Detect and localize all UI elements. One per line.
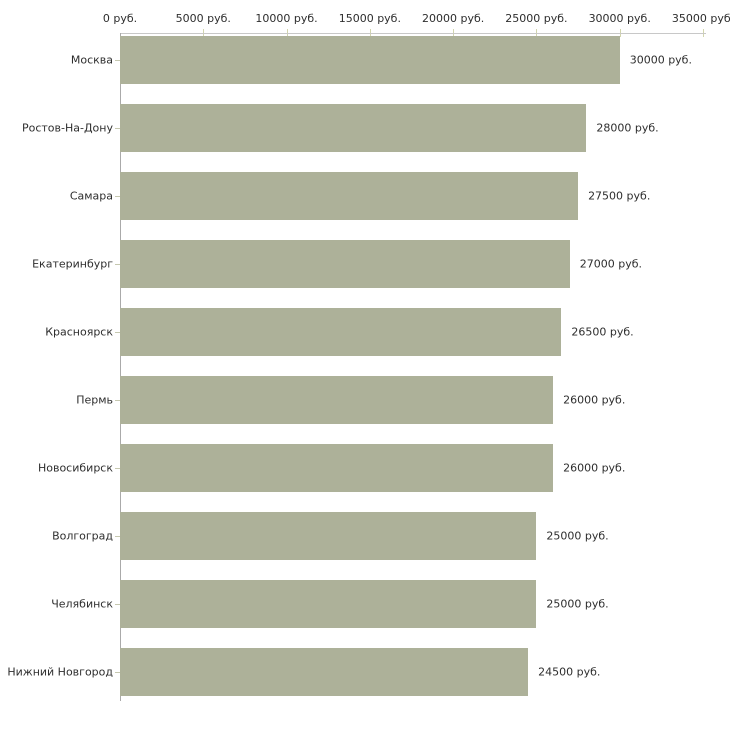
chart-row: Пермь 26000 руб. — [0, 366, 730, 434]
category-label: Ростов-На-Дону — [21, 121, 113, 135]
category-label: Самара — [69, 189, 113, 203]
y-axis-tick-mark — [115, 263, 120, 265]
x-axis-tick-label: 30000 руб. — [588, 12, 651, 25]
category-label: Красноярск — [45, 325, 113, 339]
value-label: 26500 руб. — [571, 325, 634, 339]
bar — [120, 376, 554, 424]
category-label: Екатеринбург — [32, 257, 113, 271]
x-axis: 0 руб. 5000 руб. 10000 руб. 15000 руб. 20000… — [0, 0, 730, 37]
chart-row: Екатеринбург 27000 руб. — [0, 230, 730, 298]
x-axis-tick-label: 5000 руб. — [175, 12, 231, 25]
chart-row: Нижний Новгород 24500 руб. — [0, 638, 730, 706]
x-axis-tick-label: 10000 руб. — [255, 12, 318, 25]
category-label: Челябинск — [51, 597, 113, 611]
bar — [120, 580, 537, 628]
chart-row: Волгоград 25000 руб. — [0, 502, 730, 570]
bar — [120, 648, 529, 696]
category-label: Волгоград — [52, 529, 113, 543]
value-label: 26000 руб. — [563, 461, 626, 475]
value-label: 27000 руб. — [579, 257, 642, 271]
x-axis-line — [120, 33, 706, 34]
y-axis-tick-mark — [115, 671, 120, 673]
category-label: Новосибирск — [37, 461, 113, 475]
y-axis-tick-mark — [115, 127, 120, 129]
y-axis-line — [120, 33, 121, 701]
category-label: Москва — [70, 53, 113, 67]
bar — [120, 36, 620, 84]
value-label: 28000 руб. — [596, 121, 659, 135]
bar — [120, 308, 562, 356]
y-axis-tick-mark — [115, 59, 120, 61]
x-axis-tick-label: 20000 руб. — [422, 12, 485, 25]
bar — [120, 240, 570, 288]
bar — [120, 444, 554, 492]
chart-row: Самара 27500 руб. — [0, 162, 730, 230]
y-axis-tick-mark — [115, 603, 120, 605]
y-axis-tick-mark — [115, 195, 120, 197]
y-axis-tick-mark — [115, 331, 120, 333]
bar — [120, 172, 579, 220]
bar — [120, 104, 587, 152]
y-axis-tick-mark — [115, 399, 120, 401]
chart-rows: Москва 30000 руб. Ростов-На-Дону 28000 руб.… — [0, 26, 730, 706]
value-label: 25000 руб. — [546, 529, 609, 543]
x-axis-tick-label: 15000 руб. — [338, 12, 401, 25]
chart-row: Ростов-На-Дону 28000 руб. — [0, 94, 730, 162]
bar — [120, 512, 537, 560]
category-label: Пермь — [76, 393, 113, 407]
chart-row: Красноярск 26500 руб. — [0, 298, 730, 366]
y-axis-tick-mark — [115, 467, 120, 469]
value-label: 27500 руб. — [588, 189, 651, 203]
value-label: 30000 руб. — [629, 53, 692, 67]
value-label: 24500 руб. — [538, 665, 601, 679]
value-label: 25000 руб. — [546, 597, 609, 611]
chart-row: Москва 30000 руб. — [0, 26, 730, 94]
y-axis-tick-mark — [115, 535, 120, 537]
category-label: Нижний Новгород — [7, 665, 113, 679]
x-axis-tick-label: 25000 руб. — [505, 12, 568, 25]
x-axis-tick-label: 0 руб. — [102, 12, 138, 25]
x-axis-tick-label: 35000 руб. — [671, 12, 730, 25]
value-label: 26000 руб. — [563, 393, 626, 407]
chart-row: Новосибирск 26000 руб. — [0, 434, 730, 502]
chart-row: Челябинск 25000 руб. — [0, 570, 730, 638]
